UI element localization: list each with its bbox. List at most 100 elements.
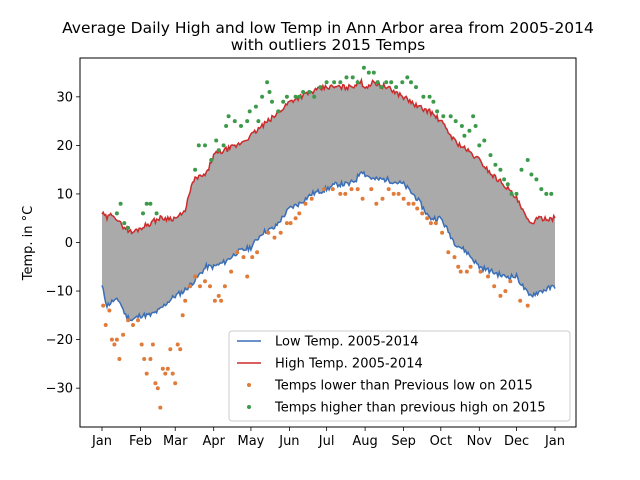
low-outlier-point: [131, 323, 135, 327]
low-outlier-point: [101, 303, 106, 308]
high-outlier-point: [549, 191, 554, 196]
high-outlier-point: [247, 109, 252, 114]
y-tick-label: −20: [46, 333, 73, 348]
low-outlier-point: [396, 191, 401, 196]
legend-label: Low Temp. 2005-2014: [275, 335, 419, 350]
high-outlier-point: [441, 114, 446, 119]
x-tick-label: Mar: [163, 434, 188, 449]
x-tick-label: Jul: [318, 434, 335, 449]
low-outlier-point: [170, 371, 175, 376]
low-outlier-point: [464, 269, 469, 274]
high-outlier-point: [514, 191, 519, 196]
high-outlier-point: [141, 211, 145, 216]
y-tick-label: 30: [56, 90, 73, 105]
plot-area: [101, 65, 556, 410]
low-outlier-point: [452, 255, 457, 260]
high-outlier-point: [122, 221, 127, 226]
low-outlier-point: [183, 298, 188, 303]
legend-marker-high-outlier: [247, 405, 251, 409]
low-outlier-point: [297, 211, 302, 216]
high-outlier-point: [301, 90, 306, 94]
low-outlier-point: [284, 221, 289, 226]
high-outlier-point: [344, 75, 349, 80]
low-outlier-point: [293, 216, 298, 221]
high-outlier-point: [260, 94, 265, 99]
legend-box: [228, 330, 571, 422]
high-outlier-point: [307, 90, 312, 94]
high-outlier-point: [421, 94, 426, 99]
x-tick-label: Aug: [352, 434, 377, 449]
low-outlier-point: [478, 269, 483, 274]
high-outlier-point: [350, 75, 355, 80]
low-outlier-point: [288, 221, 293, 226]
low-outlier-point: [198, 284, 202, 289]
high-outlier-point: [375, 80, 380, 85]
y-tick-label: 0: [65, 236, 73, 251]
x-tick-label: Nov: [467, 434, 493, 449]
high-outlier-point: [384, 80, 389, 85]
low-outlier-point: [330, 187, 335, 192]
high-outlier-point: [253, 104, 258, 109]
high-outlier-point: [459, 124, 464, 128]
low-outlier-point: [272, 235, 277, 240]
low-outlier-point: [117, 357, 122, 361]
low-outlier-point: [103, 323, 108, 327]
high-outlier-point: [224, 124, 229, 128]
low-outlier-point: [386, 187, 391, 192]
low-outlier-point: [255, 250, 260, 255]
low-outlier-point: [360, 196, 365, 201]
chart-title-line-1: Average Daily High and low Temp in Ann A…: [62, 19, 594, 37]
low-outlier-point: [440, 230, 445, 235]
high-outlier-point: [144, 201, 149, 206]
low-outlier-point: [165, 366, 170, 371]
low-outlier-point: [136, 318, 140, 323]
high-outlier-point: [276, 109, 281, 114]
low-outlier-point: [456, 264, 461, 269]
low-outlier-point: [374, 201, 379, 206]
high-outlier-point: [431, 99, 436, 104]
low-outlier-point: [241, 255, 246, 260]
high-outlier-point: [544, 191, 549, 196]
high-outlier-point: [293, 94, 298, 99]
legend: Low Temp. 2005-2014 High Temp. 2005-2014 T…: [228, 330, 571, 422]
high-outlier-point: [126, 225, 131, 230]
chart-title-line-2: with outliers 2015 Temps: [231, 36, 425, 54]
high-outlier-point: [361, 65, 366, 70]
high-outlier-point: [529, 172, 534, 177]
high-outlier-point: [114, 211, 119, 216]
low-outlier-point: [425, 216, 430, 221]
high-outlier-point: [281, 99, 286, 104]
low-outlier-point: [411, 201, 416, 206]
high-outlier-point: [467, 128, 472, 133]
low-outlier-point: [428, 221, 433, 226]
y-tick-label: −10: [46, 285, 73, 300]
high-outlier-point: [394, 85, 399, 90]
low-outlier-point: [188, 284, 193, 289]
high-outlier-point: [477, 143, 482, 148]
high-outlier-point: [193, 167, 198, 172]
high-outlier-point: [389, 80, 394, 85]
low-outlier-point: [153, 381, 158, 386]
low-outlier-point: [109, 337, 114, 342]
low-outlier-point: [208, 284, 212, 289]
low-outlier-point: [193, 274, 198, 279]
low-outlier-point: [446, 250, 451, 255]
low-outlier-point: [278, 230, 283, 235]
low-outlier-point: [114, 337, 119, 342]
fill-between-band: [102, 80, 555, 321]
low-outlier-point: [498, 293, 503, 298]
high-outlier-point: [525, 158, 530, 162]
low-outlier-point: [235, 250, 240, 255]
high-outlier-point: [534, 177, 539, 182]
y-axis-label: Temp. in °C: [21, 206, 36, 281]
high-outlier-point: [502, 177, 507, 182]
low-outlier-point: [420, 211, 425, 216]
low-outlier-point: [216, 293, 221, 298]
x-tick-label: Oct: [430, 434, 452, 449]
low-outlier-point: [107, 308, 112, 313]
low-outlier-point: [173, 381, 178, 386]
high-outlier-point: [332, 80, 337, 85]
low-outlier-point: [369, 187, 374, 192]
high-outlier-point: [379, 85, 384, 90]
